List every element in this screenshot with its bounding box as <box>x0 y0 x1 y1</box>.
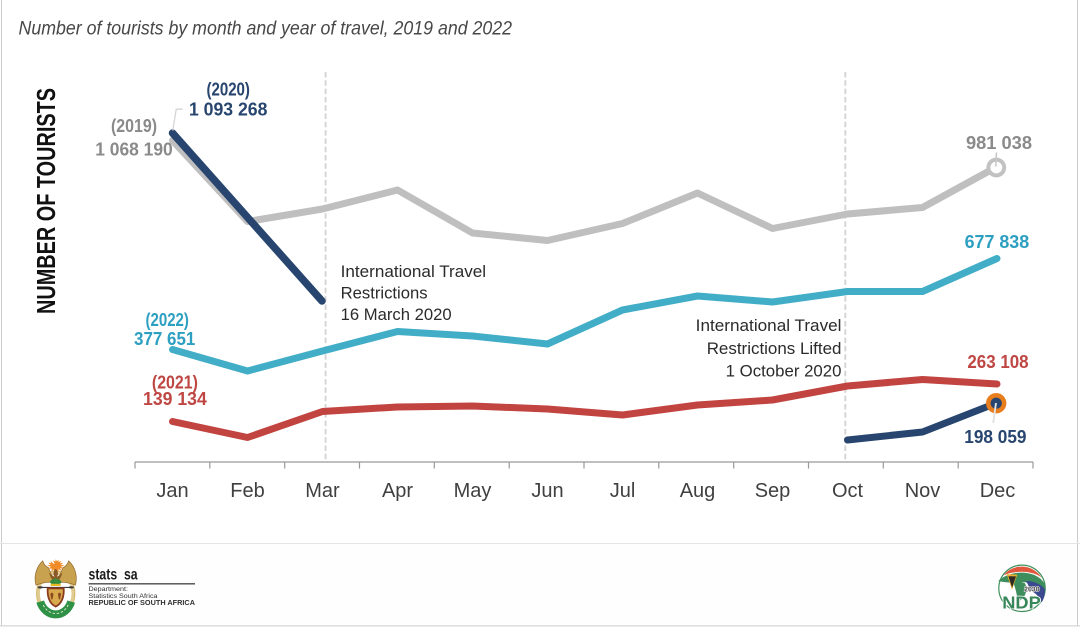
svg-text:Statistics South Africa: Statistics South Africa <box>89 593 158 600</box>
svg-text:Number of tourists by month an: Number of tourists by month and year of … <box>19 18 513 40</box>
svg-text:REPUBLIC OF SOUTH AFRICA: REPUBLIC OF SOUTH AFRICA <box>89 600 196 607</box>
svg-text:(2020): (2020) <box>206 80 250 100</box>
svg-text:Jun: Jun <box>531 480 563 502</box>
svg-text:Restrictions Lifted: Restrictions Lifted <box>707 339 842 358</box>
svg-text:NDP: NDP <box>1002 592 1041 612</box>
svg-text:Sep: Sep <box>755 480 791 502</box>
svg-text:377 651: 377 651 <box>134 329 195 349</box>
svg-text:May: May <box>454 480 492 502</box>
svg-text:stats sa: stats sa <box>89 566 138 583</box>
svg-text:Dec: Dec <box>980 480 1016 502</box>
svg-text:Restrictions: Restrictions <box>341 284 428 303</box>
svg-text:1 093 268: 1 093 268 <box>189 100 268 120</box>
svg-text:Feb: Feb <box>230 480 264 502</box>
svg-text:Oct: Oct <box>832 480 864 502</box>
svg-text:Nov: Nov <box>905 480 941 502</box>
svg-text:NUMBER OF TOURISTS: NUMBER OF TOURISTS <box>33 88 61 314</box>
svg-text:198 059: 198 059 <box>964 427 1026 447</box>
svg-text:International Travel: International Travel <box>696 316 842 335</box>
svg-text:139 134: 139 134 <box>143 389 207 409</box>
svg-text:Mar: Mar <box>305 480 340 502</box>
svg-text:(2022): (2022) <box>146 310 189 330</box>
svg-text:International Travel: International Travel <box>341 262 487 281</box>
svg-text:Aug: Aug <box>680 480 716 502</box>
svg-text:1 068 190: 1 068 190 <box>95 140 173 160</box>
svg-text:2030: 2030 <box>1024 585 1039 594</box>
svg-text:(2019): (2019) <box>111 116 157 136</box>
svg-text:16 March 2020: 16 March 2020 <box>341 305 452 324</box>
svg-text:Jul: Jul <box>610 480 636 502</box>
svg-text:1 October 2020: 1 October 2020 <box>726 361 842 380</box>
svg-text:(2021): (2021) <box>152 372 198 392</box>
svg-text:Apr: Apr <box>382 480 413 502</box>
svg-text:Jan: Jan <box>156 480 188 502</box>
svg-text:677 838: 677 838 <box>965 232 1030 252</box>
svg-text:Department:: Department: <box>89 586 129 593</box>
svg-text:263 108: 263 108 <box>967 352 1028 372</box>
svg-text:981 038: 981 038 <box>966 133 1032 153</box>
